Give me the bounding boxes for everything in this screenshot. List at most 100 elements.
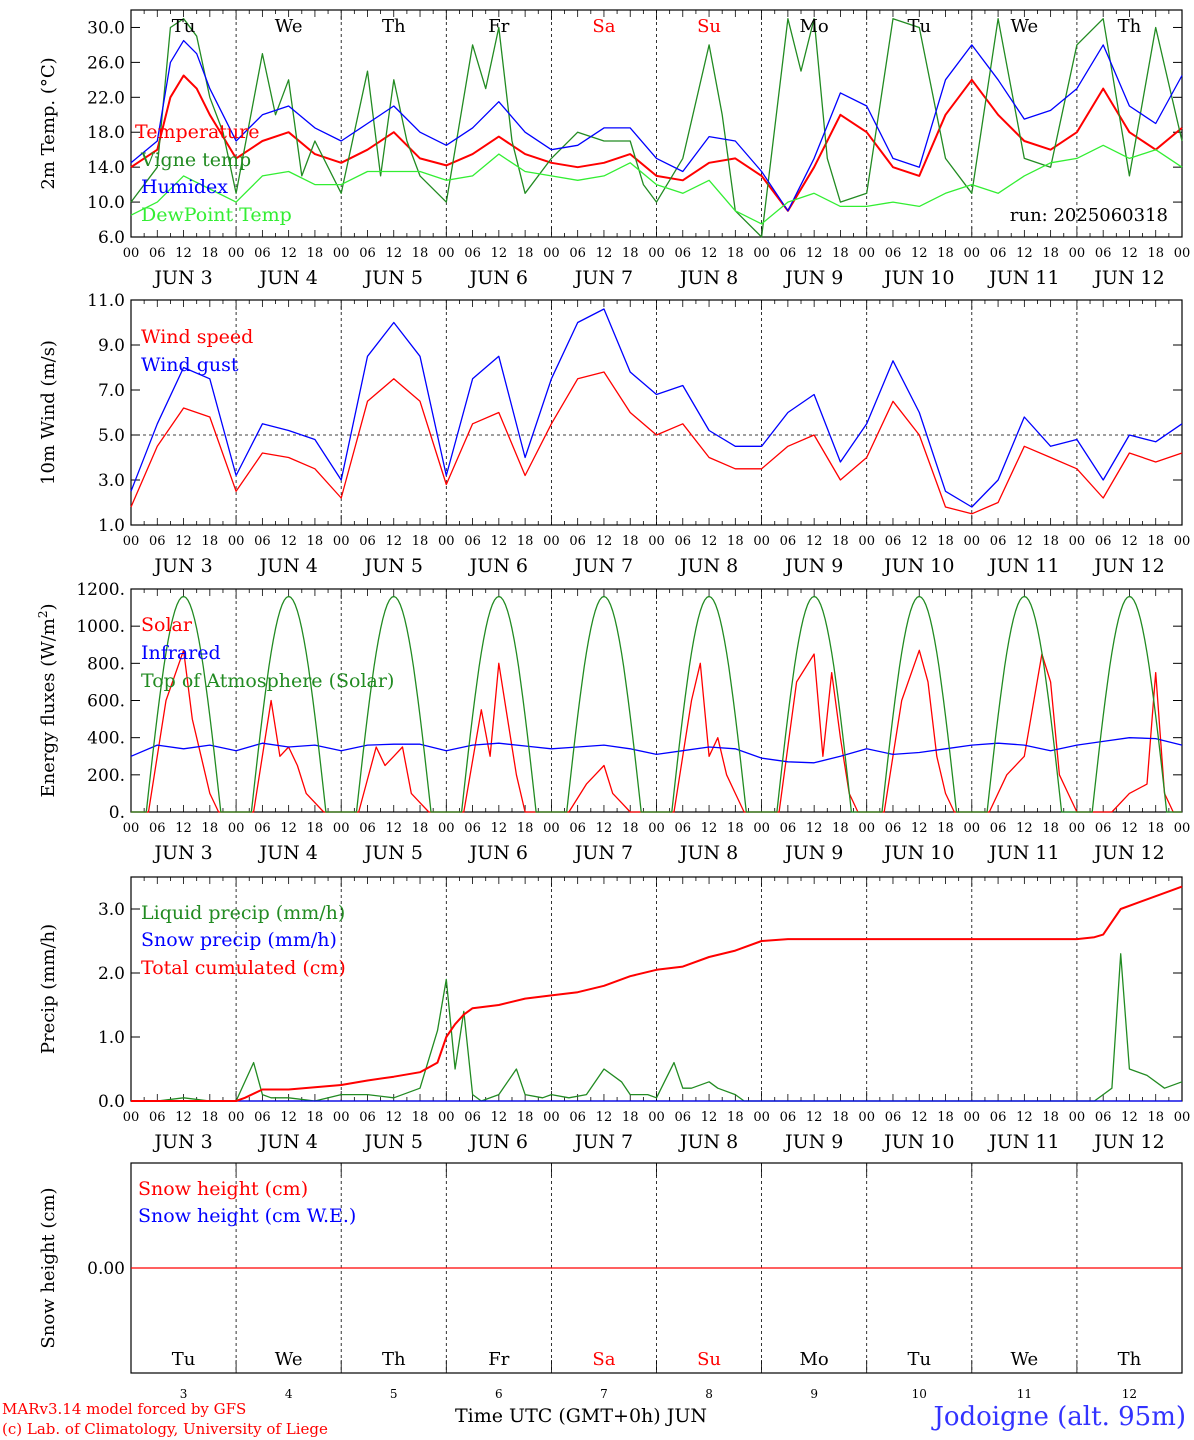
day-name: We <box>275 1349 303 1370</box>
hour-tick-label: 18 <box>1147 821 1164 836</box>
hour-tick-label: 18 <box>1147 246 1164 261</box>
hour-tick-label: 12 <box>596 821 613 836</box>
day-number: 12 <box>1122 1387 1137 1401</box>
day-name: Tu <box>172 16 196 37</box>
date-label: JUN 4 <box>257 555 317 577</box>
legend-entry: Total cumulated (cm) <box>141 957 346 979</box>
hour-tick-label: 00 <box>648 246 665 261</box>
hour-tick-label: 00 <box>753 821 770 836</box>
hour-tick-label: 06 <box>464 1110 481 1125</box>
series-line <box>130 308 1183 508</box>
y-tick-label: 7.0 <box>98 381 125 401</box>
hour-tick-label: 18 <box>832 821 849 836</box>
y-axis-label: Energy fluxes (W/m2) <box>36 603 59 797</box>
hour-tick-label: 06 <box>569 821 586 836</box>
hour-tick-label: 18 <box>1042 246 1059 261</box>
y-axis-label: Precip (mm/h) <box>38 924 59 1054</box>
date-label: JUN 7 <box>573 555 633 577</box>
hour-tick-label: 00 <box>964 1110 981 1125</box>
day-name: Th <box>382 1349 406 1370</box>
day-name: Sa <box>592 1349 615 1370</box>
hour-tick-label: 18 <box>1042 534 1059 549</box>
hour-tick-label: 00 <box>438 534 455 549</box>
date-label: JUN 4 <box>257 267 317 289</box>
hour-tick-label: 06 <box>254 821 271 836</box>
hour-tick-label: 00 <box>543 534 560 549</box>
legend-entry: DewPoint Temp <box>141 204 292 226</box>
hour-tick-label: 00 <box>438 1110 455 1125</box>
hour-tick-label: 12 <box>701 821 718 836</box>
hour-tick-label: 06 <box>885 1110 902 1125</box>
hour-tick-label: 12 <box>701 1110 718 1125</box>
hour-tick-label: 18 <box>937 246 954 261</box>
hour-tick-label: 00 <box>858 821 875 836</box>
date-label: JUN 5 <box>363 842 423 864</box>
date-label: JUN 6 <box>468 267 528 289</box>
hour-tick-label: 06 <box>990 246 1007 261</box>
date-label: JUN 9 <box>783 1131 843 1153</box>
hour-tick-label: 06 <box>359 821 376 836</box>
hour-tick-label: 12 <box>806 821 823 836</box>
date-label: JUN 8 <box>678 1131 738 1153</box>
hour-tick-label: 12 <box>1016 1110 1033 1125</box>
y-tick-label: 1000. <box>76 617 125 637</box>
date-label: JUN 4 <box>257 1131 317 1153</box>
hour-tick-label: 12 <box>491 246 508 261</box>
hour-tick-label: 06 <box>780 246 797 261</box>
hour-tick-label: 00 <box>964 821 981 836</box>
hour-tick-label: 12 <box>280 1110 297 1125</box>
y-tick-label: 9.0 <box>98 336 125 356</box>
hour-tick-label: 12 <box>280 821 297 836</box>
series-line <box>130 74 1183 212</box>
hour-tick-label: 18 <box>622 1110 639 1125</box>
hour-tick-label: 00 <box>1174 821 1191 836</box>
hour-tick-label: 00 <box>1069 1110 1086 1125</box>
hour-tick-label: 12 <box>701 246 718 261</box>
day-number: 10 <box>912 1387 927 1401</box>
y-tick-label: 6.0 <box>98 228 125 248</box>
series-line <box>130 144 1183 225</box>
y-tick-label: 200. <box>87 766 125 786</box>
date-label: JUN 10 <box>882 1131 954 1153</box>
date-label: JUN 5 <box>363 555 423 577</box>
hour-tick-label: 12 <box>596 534 613 549</box>
hour-tick-label: 12 <box>596 246 613 261</box>
day-name: We <box>1011 1349 1039 1370</box>
hour-tick-label: 06 <box>885 246 902 261</box>
hour-tick-label: 00 <box>543 1110 560 1125</box>
plot-frame <box>130 299 1183 526</box>
hour-tick-label: 06 <box>569 246 586 261</box>
hour-tick-label: 06 <box>990 534 1007 549</box>
hour-tick-label: 00 <box>753 1110 770 1125</box>
hour-tick-label: 18 <box>412 534 429 549</box>
day-name: Su <box>697 1349 721 1370</box>
day-name: Tu <box>172 1349 196 1370</box>
y-tick-label: 1200. <box>76 580 125 600</box>
hour-tick-label: 12 <box>1121 1110 1138 1125</box>
hour-tick-label: 12 <box>911 246 928 261</box>
hour-tick-label: 06 <box>464 534 481 549</box>
hour-tick-label: 00 <box>123 246 140 261</box>
day-name: Tu <box>907 16 931 37</box>
hour-tick-label: 06 <box>254 1110 271 1125</box>
hour-tick-label: 06 <box>149 246 166 261</box>
hour-tick-label: 06 <box>149 1110 166 1125</box>
panel-2: 1.0 3.0 5.0 7.0 9.0 11.0 10m Wind (m/s) Wind sp… <box>38 291 1190 577</box>
hour-tick-label: 12 <box>806 1110 823 1125</box>
hour-tick-label: 00 <box>438 246 455 261</box>
date-label: JUN 7 <box>573 1131 633 1153</box>
hour-tick-label: 00 <box>1069 534 1086 549</box>
legend-entry: Snow precip (mm/h) <box>141 929 337 951</box>
date-label: JUN 10 <box>882 267 954 289</box>
hour-tick-label: 00 <box>123 821 140 836</box>
date-label: JUN 9 <box>783 267 843 289</box>
hour-tick-label: 06 <box>885 534 902 549</box>
date-label: JUN 12 <box>1092 267 1164 289</box>
hour-tick-label: 00 <box>228 534 245 549</box>
y-tick-label: 0. <box>109 803 125 823</box>
day-name: Th <box>382 16 406 37</box>
day-name: Sa <box>592 16 615 37</box>
hour-tick-label: 00 <box>753 246 770 261</box>
hour-tick-label: 06 <box>1095 534 1112 549</box>
hour-tick-label: 12 <box>175 1110 192 1125</box>
